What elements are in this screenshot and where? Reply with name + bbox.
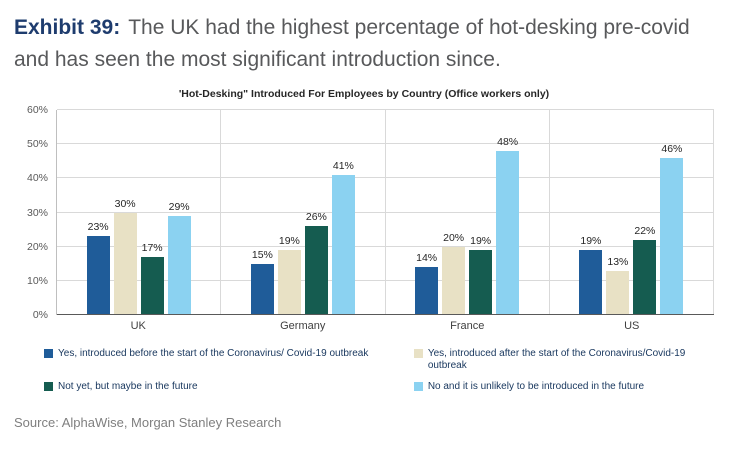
gridline [57,177,714,179]
legend-label: Yes, introduced after the start of the C… [427,348,686,371]
bar-wrap: 19% [469,110,493,315]
bar-group-france: 14% 20% 19% 48% [386,110,550,315]
exhibit-header: Exhibit 39: The UK had the highest percen… [0,0,740,76]
x-axis-label: France [450,320,485,332]
y-tick-label: 20% [26,240,48,253]
bar-wrap: 19% [277,110,301,315]
bar-value-label: 26% [305,211,327,224]
bar [496,151,520,315]
x-axis-label: UK [130,320,146,332]
bar-wrap: 41% [331,110,355,315]
legend-swatch [413,349,423,358]
bar-value-label: 19% [580,235,602,248]
legend-swatch [413,382,423,391]
bar-wrap: 26% [304,110,328,315]
gridline [57,245,714,247]
plot-area: 23% 30% 17% 29% 15% 19% 26% 41% 14% 20% 19% 48% 19% 1… [56,109,714,315]
exhibit-title: The UK had the highest percentage of hot… [14,16,690,71]
bar [331,174,355,315]
legend-label: Yes, introduced before the start of the … [58,348,369,359]
legend-label: Not yet, but maybe in the future [58,381,198,392]
legend-item: Not yet, but maybe in the future [44,381,414,393]
bar-value-label: 19% [278,235,300,248]
bar [415,267,439,315]
legend: Yes, introduced before the start of the … [44,348,694,393]
bar-value-label: 15% [251,248,273,261]
bar-wrap: 22% [633,110,657,315]
x-axis-label: Germany [280,320,326,332]
bar-wrap: 14% [415,110,439,315]
bar-group-us: 19% 13% 22% 46% [550,110,714,315]
legend-label: No and it is unlikely to be introduced i… [427,381,645,392]
bar-wrap: 20% [442,110,466,315]
legend-item: No and it is unlikely to be introduced i… [413,381,694,393]
bar-wrap: 29% [167,110,191,315]
chart-title: 'Hot-Desking" Introduced For Employees b… [178,88,550,100]
bar-group-uk: 23% 30% 17% 29% [57,110,222,315]
legend-item: Yes, introduced before the start of the … [44,348,414,372]
bar-groups: 23% 30% 17% 29% 15% 19% 26% 41% 14% 20% 19% 48% 19% 1… [57,110,714,315]
bar-value-label: 48% [497,136,519,148]
x-axis-label: US [624,320,640,332]
bar-wrap: 46% [660,110,684,315]
bar [140,256,164,315]
bar-wrap: 13% [606,110,630,315]
bar [442,246,466,315]
bar [304,226,328,315]
bar-value-label: 41% [332,159,354,172]
bar-value-label: 19% [470,235,492,248]
bar [167,215,191,315]
bar-value-label: 30% [114,197,136,210]
gridline [57,279,714,281]
legend-swatch [44,349,53,358]
y-tick-label: 60% [26,104,48,116]
bar [660,157,684,315]
bar-value-label: 17% [141,241,163,254]
y-tick-label: 40% [26,172,48,185]
bar [86,236,110,315]
y-tick-label: 50% [26,138,48,151]
bar-value-label: 20% [443,231,465,244]
x-axis-labels: UK Germany France US [56,320,714,332]
bar [606,270,630,315]
bar [579,250,603,315]
chart-body: 0% 10% 20% 30% 40% 50% 60% 23% 30% 17% 29% 15% 19% 2… [14,104,714,321]
gridline [57,109,714,110]
bar [633,239,657,315]
exhibit-number: Exhibit 39: [14,16,121,39]
bar [277,250,301,315]
bar-value-label: 23% [87,221,109,234]
bar-wrap: 19% [579,110,603,315]
bar-value-label: 46% [661,142,683,155]
bar [469,250,493,315]
bar-wrap: 30% [113,110,137,315]
y-tick-label: 30% [26,206,48,219]
bar-wrap: 15% [250,110,274,315]
bar-wrap: 23% [86,110,110,315]
gridline [57,211,714,213]
bar [250,263,274,315]
bar-value-label: 29% [168,200,190,213]
chart: 'Hot-Desking" Introduced For Employees b… [14,88,714,393]
gridline [57,143,714,145]
bar-value-label: 14% [416,252,438,265]
bar-value-label: 22% [634,224,656,237]
legend-swatch [44,382,53,391]
bar [113,212,137,315]
legend-item: Yes, introduced after the start of the C… [413,348,694,372]
bar-group-germany: 15% 19% 26% 41% [221,110,386,315]
y-tick-label: 0% [32,309,48,321]
bar-wrap: 48% [496,110,520,315]
x-axis-line [57,314,714,315]
y-axis: 0% 10% 20% 30% 40% 50% 60% [14,104,56,321]
bar-wrap: 17% [140,110,164,315]
source-note: Source: AlphaWise, Morgan Stanley Resear… [14,415,282,430]
bar-value-label: 13% [607,255,629,268]
y-tick-label: 10% [26,274,48,287]
